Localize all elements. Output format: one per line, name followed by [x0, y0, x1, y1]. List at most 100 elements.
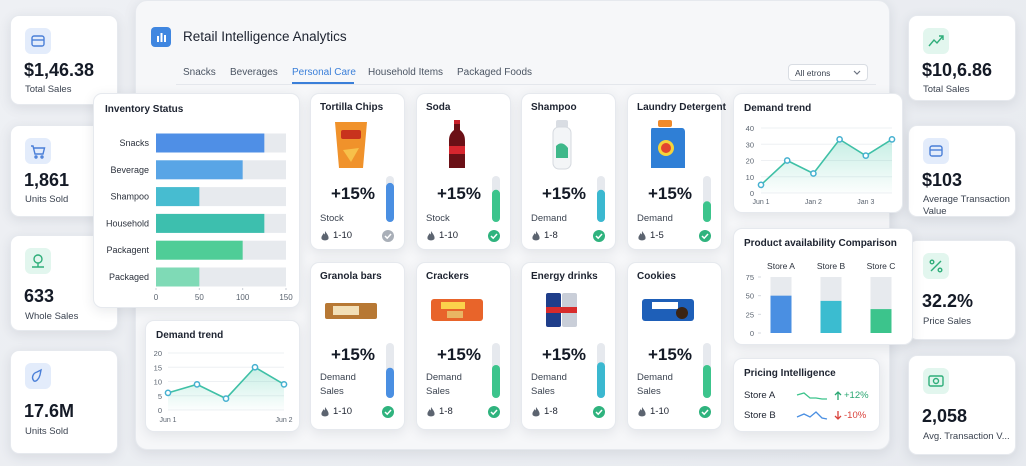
pricing-change: -10% [844, 410, 867, 421]
shampoo-cap [556, 120, 568, 128]
chart: Snacks Beverage Shampoo Household Packagent P… [106, 133, 293, 302]
y-tick-label: 20 [746, 157, 754, 166]
flame [532, 231, 540, 241]
chart-title: Demand trend [156, 330, 224, 341]
x-tick-label: 100 [236, 293, 250, 302]
icon-shape [928, 375, 944, 387]
x-tick-label: 0 [154, 293, 159, 302]
gauge-fill [703, 201, 711, 222]
sparkline [796, 392, 827, 400]
kpi-icon [25, 363, 51, 389]
status-check [701, 409, 709, 416]
kpi-value: 633 [24, 286, 55, 306]
product-metric: Sales [426, 386, 450, 397]
category-label: Shampoo [110, 192, 149, 202]
tab[interactable]: Beverages [230, 67, 278, 78]
pricing-store: Store B [744, 410, 776, 421]
product-card[interactable]: Soda +15% Stock 1-10 [416, 93, 511, 250]
x-tick-label: 150 [279, 293, 293, 302]
flame [427, 231, 435, 241]
kpi-icon [923, 253, 949, 279]
flame-icon [638, 407, 646, 417]
y-tick-label: 25 [746, 310, 754, 319]
status-circle [488, 230, 500, 242]
product-change: +15% [648, 184, 692, 203]
product-card[interactable]: Laundry Detergent +15% Demand 1-5 [627, 93, 726, 250]
status-circle [593, 406, 605, 418]
tab[interactable]: Household Items [368, 67, 444, 78]
tab[interactable]: Personal Care [292, 67, 356, 78]
chart-title: Inventory Status [105, 104, 184, 115]
y-tick-label: 40 [746, 124, 754, 133]
cookie [676, 307, 688, 319]
icon-shape [937, 267, 943, 273]
line-point [193, 381, 201, 388]
product-range: 1-10 [333, 406, 353, 417]
flame [638, 407, 646, 417]
y-tick-label: 15 [154, 363, 162, 372]
kpi-value: $10,6.86 [922, 60, 993, 80]
flame [321, 407, 329, 417]
product-image [651, 120, 685, 168]
kpi-icon-svg [929, 259, 943, 273]
status-icon [382, 230, 394, 242]
product-card[interactable]: Shampoo +15% Demand 1-8 [521, 93, 616, 250]
soda-bottle [449, 122, 465, 168]
product-card[interactable]: Energy drinks +15% Demand Sales 1-8 [521, 262, 616, 430]
granola-label [333, 306, 359, 315]
kpi-icon-svg [928, 375, 944, 387]
pricing-change: +12% [844, 390, 869, 401]
gauge [703, 176, 711, 222]
product-name: Granola bars [320, 271, 382, 282]
product-name: Laundry Detergent [637, 102, 726, 113]
status-check [595, 233, 603, 240]
chart: 0 25 50 75 Store A Store B Store C [746, 261, 896, 338]
bar [770, 295, 792, 333]
status-icon [488, 230, 500, 242]
kpi-card: 17.6M Units Sold [10, 350, 118, 454]
flame-icon [532, 407, 540, 417]
kpi-value: 2,058 [922, 406, 968, 426]
icon-shape [31, 145, 46, 155]
tab[interactable]: Packaged Foods [457, 67, 533, 78]
x-tick-label: Jun 1 [159, 417, 176, 424]
product-image [546, 293, 577, 327]
product-card[interactable]: Cookies +15% Demand Sales 1-10 [627, 262, 722, 430]
product-change: +15% [542, 345, 586, 364]
line-point [757, 181, 765, 189]
cracker-label [441, 302, 465, 309]
line [760, 138, 893, 186]
filter-dropdown[interactable]: All etrons [788, 64, 868, 81]
gauge [597, 343, 605, 398]
product-card[interactable]: Tortilla Chips +15% Stock 1-10 [310, 93, 405, 250]
gauge [703, 343, 711, 398]
product-change: +15% [648, 345, 692, 364]
product-card[interactable]: Crackers +15% Demand Sales 1-8 [416, 262, 511, 430]
product-change: +15% [331, 345, 375, 364]
chart-card: Demand trend 0 10 20 30 40 Jun 1 Jan 2 Jan 3 [733, 93, 903, 213]
icon-shape [930, 260, 942, 272]
product-range: 1-8 [544, 230, 558, 241]
bar [156, 267, 200, 287]
product-name: Soda [426, 102, 451, 113]
status-circle [382, 230, 394, 242]
product-range: 1-5 [650, 230, 664, 241]
chart-title: Product availability Comparison [744, 238, 897, 249]
cracker [447, 311, 463, 318]
shampoo-label [556, 143, 568, 158]
tab-underline [292, 82, 354, 84]
bar [156, 160, 243, 180]
flame [638, 231, 646, 241]
status-check [384, 233, 392, 240]
flame [532, 407, 540, 417]
kpi-icon-svg [32, 254, 44, 268]
pricing-card: Pricing Intelligence Store A +12% Store B -1… [733, 358, 880, 432]
bar [156, 133, 265, 153]
product-change: +15% [542, 184, 586, 203]
tab[interactable]: Snacks [183, 67, 216, 78]
x-category-label: Store C [867, 261, 896, 271]
status-icon [593, 406, 605, 418]
bar [156, 240, 243, 260]
product-card[interactable]: Granola bars +15% Demand Sales 1-10 [310, 262, 405, 430]
